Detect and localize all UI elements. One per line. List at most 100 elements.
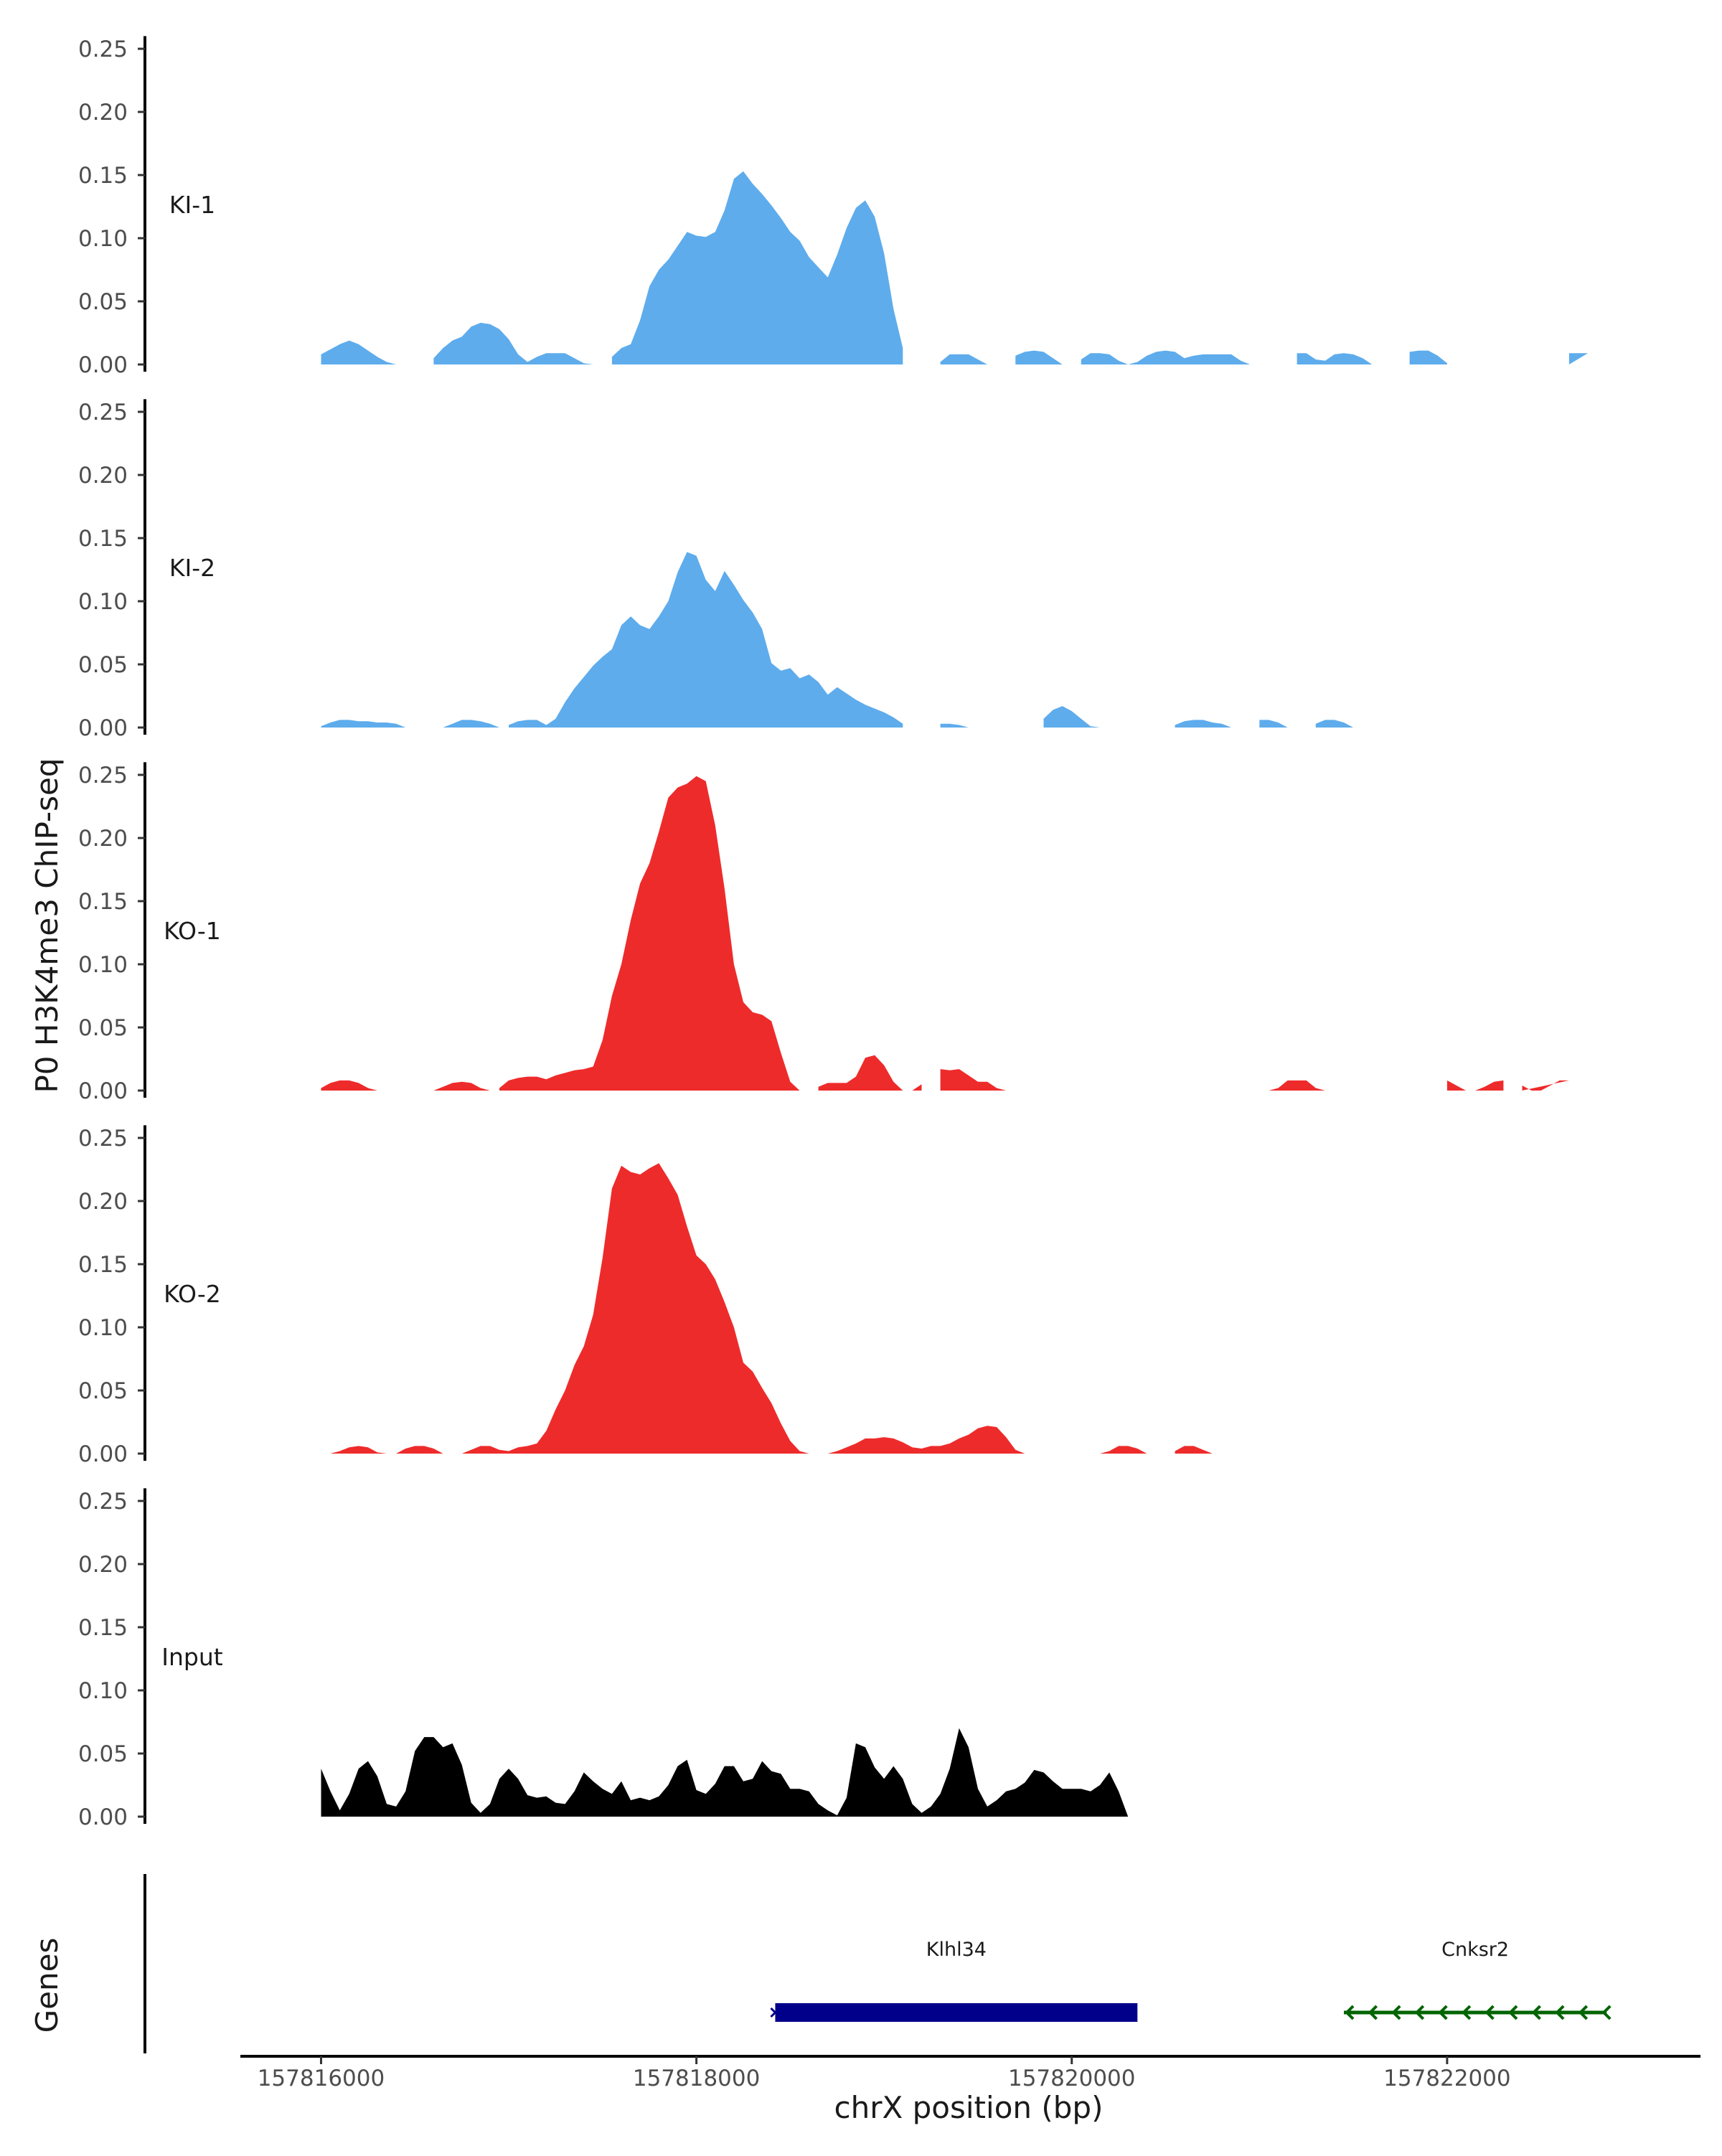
- strand-arrow-icon: [1531, 2005, 1541, 2020]
- y-tick-label: 0.20: [78, 826, 128, 852]
- track-label: KI-1: [169, 191, 215, 219]
- coverage-area: [461, 1163, 819, 1454]
- strand-arrow-icon: [1508, 2005, 1518, 2020]
- y-tick-label: 0.10: [78, 952, 128, 978]
- coverage-area: [499, 776, 809, 1091]
- track-label: Input: [161, 1643, 223, 1671]
- y-tick-label: 0.20: [78, 1189, 128, 1215]
- coverage-area: [1175, 1446, 1222, 1454]
- strand-arrow-icon: [1345, 2005, 1355, 2020]
- y-tick-label: 0.25: [78, 37, 128, 62]
- track-ki-2: 0.00 0.05 0.10 0.15 0.20 0.25 KI-2: [78, 399, 1363, 741]
- y-tick-label: 0.00: [78, 1804, 128, 1830]
- strand-arrow-icon: [1485, 2005, 1495, 2020]
- x-axis-title: chrX position (bp): [834, 2090, 1104, 2125]
- coverage-area: [321, 720, 406, 728]
- coverage-area: [1568, 353, 1589, 364]
- x-tick-label: 157820000: [1008, 2066, 1136, 2091]
- gene-label: Klhl34: [926, 1939, 987, 1961]
- coverage-area: [940, 354, 987, 364]
- gene-label: Cnksr2: [1441, 1939, 1509, 1961]
- coverage-area: [1090, 1446, 1166, 1454]
- x-tick-label: 157818000: [633, 2066, 761, 2091]
- coverage-area: [1269, 1080, 1325, 1091]
- y-tick-label: 0.10: [78, 589, 128, 615]
- x-axis: 157816000 157818000 157820000 157822000: [240, 2055, 1700, 2091]
- y-tick-label: 0.00: [78, 352, 128, 378]
- x-tick-label: 157816000: [258, 2066, 385, 2091]
- coverage-area: [1043, 706, 1100, 728]
- y-tick-label: 0.05: [78, 1378, 128, 1404]
- coverage-area: [827, 1426, 1035, 1454]
- y-tick-label: 0.00: [78, 1078, 128, 1104]
- coverage-area: [321, 340, 397, 364]
- y-tick-label: 0.00: [78, 1441, 128, 1467]
- coverage-area: [321, 1080, 377, 1091]
- gene-body: [775, 2003, 1138, 2022]
- y-tick-label: 0.00: [78, 715, 128, 741]
- y-tick-label: 0.25: [78, 763, 128, 789]
- strand-arrow-icon: [1555, 2005, 1565, 2020]
- track-ko-1: 0.00 0.05 0.10 0.15 0.20 0.25 KO-1: [78, 762, 1569, 1104]
- y-tick-label: 0.15: [78, 526, 128, 552]
- y-tick-label: 0.05: [78, 289, 128, 315]
- y-tick-label: 0.10: [78, 1678, 128, 1704]
- coverage-area: [443, 720, 499, 728]
- y-tick-label: 0.25: [78, 1126, 128, 1152]
- y-tick-label: 0.15: [78, 1252, 128, 1278]
- gene-cnksr2: Cnksr2: [1344, 1939, 1612, 2020]
- coverage-area: [433, 1081, 490, 1091]
- strand-arrow-icon: [1368, 2005, 1378, 2020]
- track-input: 0.00 0.05 0.10 0.15 0.20 0.25 Input: [78, 1488, 1129, 1830]
- y-tick-label: 0.15: [78, 163, 128, 189]
- y-tick-label: 0.20: [78, 1552, 128, 1578]
- y-tick-label: 0.05: [78, 1015, 128, 1041]
- strand-arrow-icon: [1578, 2005, 1589, 2020]
- genes-axis-title: Genes: [29, 1938, 65, 2033]
- y-tick-label: 0.25: [78, 1489, 128, 1515]
- genes-layer: Klhl34 Cnksr2: [144, 1874, 1612, 2053]
- coverage-area: [396, 1446, 453, 1454]
- coverage-area: [611, 171, 903, 364]
- y-axis-title: P0 H3K4me3 ChIP-seq: [29, 758, 65, 1093]
- tracks-layer: 0.00 0.05 0.10 0.15 0.20 0.25 KI-1 0.00 0.05 0.10…: [78, 36, 1589, 1830]
- coverage-area: [1259, 720, 1297, 728]
- x-tick-label: 157822000: [1383, 2066, 1511, 2091]
- track-ko-2: 0.00 0.05 0.10 0.15 0.20 0.25 KO-2: [78, 1125, 1222, 1467]
- strand-arrow-icon: [1601, 2005, 1612, 2020]
- gene-klhl34: Klhl34: [770, 1939, 1138, 2022]
- y-tick-label: 0.10: [78, 1315, 128, 1341]
- y-tick-label: 0.05: [78, 652, 128, 678]
- y-tick-label: 0.20: [78, 100, 128, 126]
- track-label: KO-1: [164, 917, 221, 945]
- coverage-area: [1015, 350, 1063, 364]
- coverage-area: [509, 552, 903, 728]
- coverage-area: [1409, 350, 1447, 364]
- coverage-area: [433, 322, 603, 364]
- coverage-area: [330, 1446, 387, 1454]
- coverage-area: [321, 1728, 1129, 1817]
- strand-arrow-icon: [1438, 2005, 1448, 2020]
- y-tick-label: 0.25: [78, 400, 128, 425]
- y-tick-label: 0.05: [78, 1741, 128, 1767]
- track-label: KO-2: [164, 1280, 221, 1308]
- coverage-area: [1297, 353, 1382, 364]
- track-label: KI-2: [169, 554, 215, 582]
- coverage-area: [1175, 720, 1241, 728]
- coverage-area: [940, 1069, 1007, 1091]
- coverage-area: [1522, 1080, 1569, 1091]
- gene-start-marker: [770, 2007, 781, 2018]
- y-tick-label: 0.15: [78, 889, 128, 915]
- y-tick-label: 0.10: [78, 226, 128, 252]
- coverage-area: [1315, 720, 1363, 728]
- strand-arrow-icon: [1462, 2005, 1472, 2020]
- strand-arrow-icon: [1391, 2005, 1401, 2020]
- coverage-area: [818, 1055, 922, 1091]
- y-tick-label: 0.15: [78, 1615, 128, 1641]
- coverage-area: [940, 723, 978, 728]
- coverage-area: [1446, 1080, 1504, 1091]
- y-tick-label: 0.20: [78, 463, 128, 489]
- coverage-area: [1081, 350, 1269, 364]
